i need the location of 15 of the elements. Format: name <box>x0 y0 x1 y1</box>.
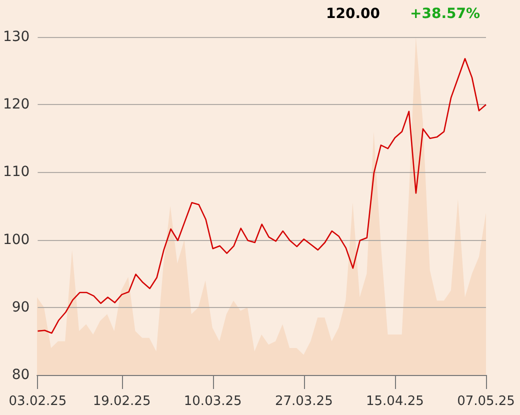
x-tick-label: 03.02.25 <box>8 394 67 409</box>
y-tick-label: 110 <box>2 164 30 180</box>
y-tick-label: 100 <box>2 232 30 248</box>
text: 120.00 <box>326 6 380 22</box>
y-tick-label: 80 <box>12 367 30 383</box>
y-tick-label: 90 <box>12 299 30 316</box>
text: +38.57% <box>410 6 480 22</box>
line-series <box>37 58 487 334</box>
x-tick-label: 07.05.25 <box>457 394 515 409</box>
x-tick-label: 15.04.25 <box>366 394 424 409</box>
x-tick-label: 19.02.25 <box>92 394 151 409</box>
y-tick-label: 130 <box>2 29 30 45</box>
x-tick-label: 10.03.25 <box>184 394 242 409</box>
x-tick-label: 27.03.25 <box>274 394 333 409</box>
y-tick-label: 120 <box>2 96 30 113</box>
